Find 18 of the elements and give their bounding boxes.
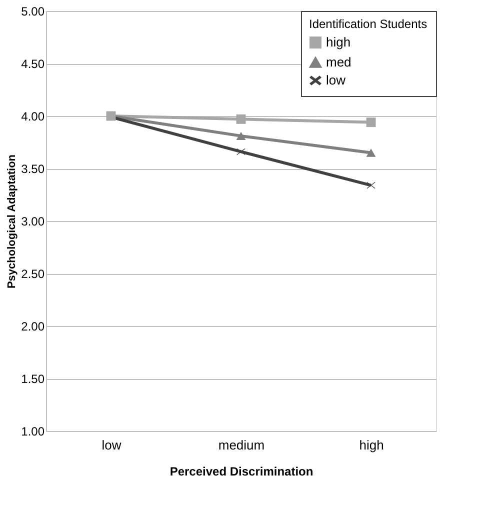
y-tick-label: 5.00	[21, 4, 45, 18]
y-tick-label: 3.50	[21, 162, 45, 176]
y-tick-label: 3.00	[21, 214, 45, 228]
x-axis-title: Perceived Discrimination	[170, 464, 314, 478]
y-axis-title: Psychological Adaptation	[6, 154, 18, 289]
y-tick-label: 2.00	[21, 320, 45, 334]
y-tick-label: 1.50	[21, 372, 45, 386]
legend-label: high	[326, 34, 351, 50]
y-tick-label: 4.00	[21, 110, 45, 124]
y-tick-label: 1.00	[21, 424, 45, 438]
legend-label: med	[326, 54, 352, 70]
legend-title: Identification Students	[309, 17, 428, 31]
x-tick-label: low	[102, 438, 122, 452]
x-tick-label: medium	[218, 438, 265, 452]
legend-label: low	[326, 72, 346, 88]
y-tick-label: 2.50	[21, 267, 45, 281]
y-tick-label: 4.50	[21, 57, 45, 71]
x-tick-label: high	[359, 438, 384, 452]
